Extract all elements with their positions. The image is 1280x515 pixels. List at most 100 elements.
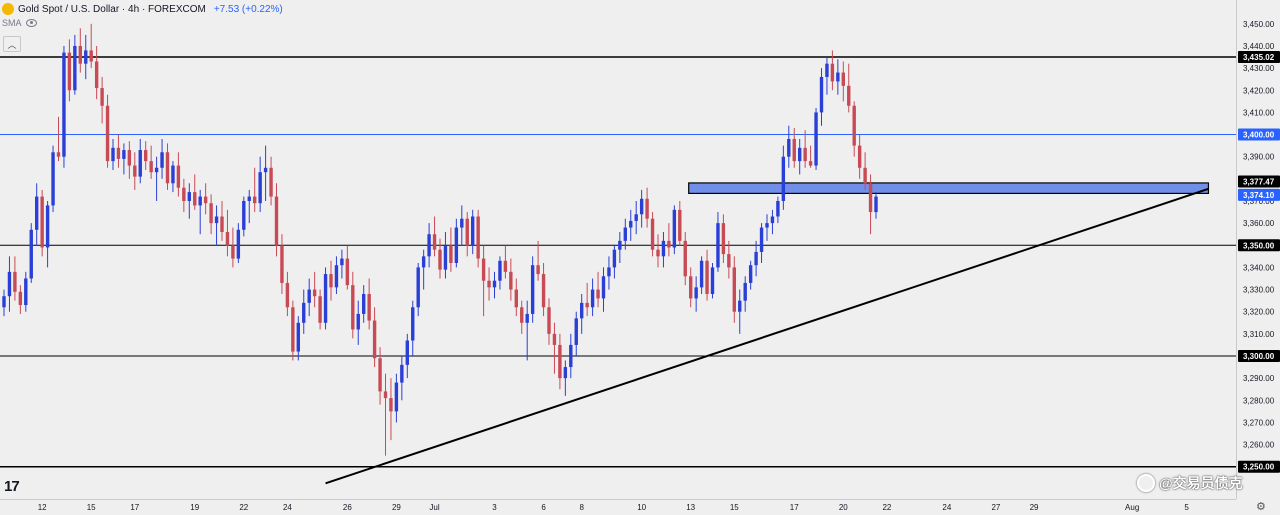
visibility-eye-icon[interactable]: [25, 19, 37, 27]
candle-body: [585, 302, 589, 308]
candle-body: [345, 258, 350, 286]
time-tick-label: 15: [87, 503, 96, 512]
candle-body: [89, 50, 93, 62]
price-tag: [1238, 460, 1280, 473]
candle-body: [165, 152, 170, 184]
candle-body: [105, 105, 110, 162]
gold-coin-icon: [2, 3, 14, 15]
candle-body: [525, 313, 529, 323]
price-tag: [1238, 239, 1280, 252]
candle-body: [748, 265, 753, 283]
candle-body: [367, 293, 371, 321]
candle-body: [78, 45, 82, 64]
candle-body: [460, 218, 464, 228]
candle-body: [689, 276, 693, 299]
candle-body: [678, 209, 682, 241]
candle-body: [634, 214, 638, 221]
candle-body: [285, 282, 290, 308]
time-tick-label: 5: [1184, 503, 1189, 512]
candle-body: [24, 278, 28, 306]
candle-body: [253, 196, 257, 204]
price-tick-label: 3,450.00: [1243, 20, 1275, 29]
candle-body: [383, 391, 388, 399]
candle-body: [618, 240, 622, 250]
chart-legend[interactable]: Gold Spot / U.S. Dollar · 4h · FOREXCOM …: [2, 2, 283, 16]
candle-body: [841, 72, 845, 86]
price-tag-label: 3,377.47: [1243, 177, 1275, 186]
price-tick-label: 3,330.00: [1243, 286, 1275, 295]
tradingview-logo[interactable]: 17: [4, 478, 20, 495]
price-tag-label: 3,250.00: [1243, 463, 1275, 472]
candle-body: [236, 229, 241, 259]
time-tick-label: 29: [392, 503, 401, 512]
candle-body: [40, 196, 44, 248]
time-tick-label: 26: [343, 503, 352, 512]
candle-body: [274, 196, 279, 246]
candle-body: [203, 196, 208, 204]
candle-body: [716, 223, 720, 268]
time-tick-label: 12: [38, 503, 47, 512]
candle-body: [411, 307, 415, 341]
time-tick-label: 22: [882, 503, 891, 512]
candle-body: [334, 265, 339, 288]
time-tick-label: 27: [991, 503, 1000, 512]
candle-body: [449, 245, 453, 263]
plot-background: [0, 0, 1236, 499]
candle-body: [144, 150, 148, 162]
candle-body: [798, 147, 802, 162]
price-tag-label: 3,400.00: [1243, 131, 1275, 140]
candle-body: [51, 152, 55, 206]
price-tick-label: 3,280.00: [1243, 396, 1275, 405]
candle-body: [116, 147, 121, 159]
ascending-trendline: [325, 187, 1209, 485]
price-tick-label: 3,340.00: [1243, 263, 1275, 272]
candle-body: [100, 88, 104, 106]
price-tick-label: 3,260.00: [1243, 441, 1275, 450]
candle-body: [727, 254, 731, 268]
candle-body: [154, 167, 159, 173]
candle-body: [770, 216, 775, 224]
price-tick-label: 3,320.00: [1243, 308, 1275, 317]
candle-body: [73, 45, 77, 91]
collapse-legend-button[interactable]: ︿: [3, 36, 21, 52]
time-tick-label: 10: [637, 503, 646, 512]
candle-body: [209, 203, 213, 224]
price-tag-label: 3,435.02: [1243, 53, 1275, 62]
candle-body: [487, 280, 491, 288]
candle-body: [808, 161, 813, 166]
price-tick-label: 3,420.00: [1243, 86, 1275, 95]
candle-body: [378, 358, 382, 392]
candle-body: [149, 161, 153, 173]
time-tick-label: 8: [579, 503, 584, 512]
watermark-text: @交易员债克: [1159, 475, 1243, 491]
price-tick-label: 3,430.00: [1243, 64, 1275, 73]
candle-body: [416, 267, 420, 308]
time-axis: 12 15 17 19 22 24 26 29 Jul 3 6 8 10 13 15 17 20 22 24 27 29…: [38, 503, 1190, 512]
candle-body: [710, 267, 715, 294]
candle-body: [280, 245, 284, 283]
candle-body: [509, 271, 513, 290]
candle-body: [754, 251, 758, 266]
time-tick-label: 24: [283, 503, 292, 512]
candle-body: [765, 223, 769, 228]
candle-body: [62, 52, 66, 157]
price-tag: [1238, 350, 1280, 362]
settings-gear-icon[interactable]: ⚙: [1256, 501, 1266, 513]
candle-body: [563, 367, 568, 379]
price-tick-label: 3,290.00: [1243, 374, 1275, 383]
candle-body: [296, 322, 300, 352]
candle-body: [351, 285, 355, 330]
candle-body: [541, 274, 546, 308]
candle-body: [776, 200, 780, 217]
chevron-up-icon: ︿: [7, 39, 17, 50]
candle-body: [476, 216, 480, 259]
candle-body: [558, 344, 562, 379]
candle-body: [111, 147, 115, 162]
candle-body: [323, 274, 328, 323]
candle-body: [661, 240, 666, 257]
indicator-row[interactable]: SMA: [2, 18, 37, 28]
price-tick-label: 3,410.00: [1243, 108, 1275, 117]
candle-body: [569, 344, 573, 368]
candle-body: [481, 258, 486, 281]
